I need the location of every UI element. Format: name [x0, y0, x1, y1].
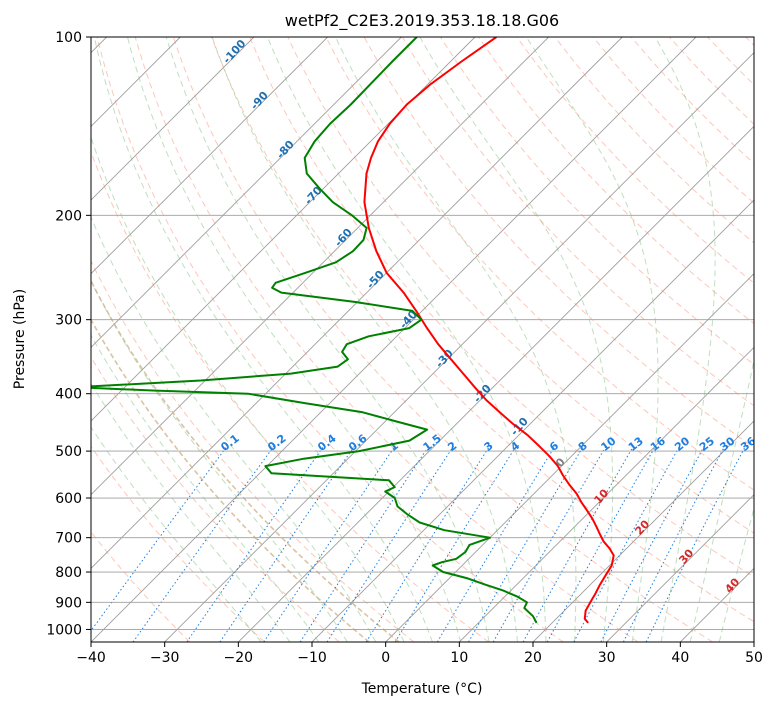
ccl-adiabat	[91, 279, 400, 642]
isotherm-line	[91, 37, 255, 201]
moist-adiabat	[654, 37, 716, 642]
dry-adiabat	[287, 37, 754, 534]
sounding-series	[91, 37, 615, 624]
isotherm-line	[91, 37, 328, 275]
moist-adiabat	[93, 37, 433, 642]
mixing-ratio-line	[645, 445, 747, 642]
y-tick-label: 800	[55, 565, 82, 581]
moist-adiabat	[91, 382, 291, 642]
mixing-ratio-line	[326, 445, 455, 642]
isotherm-line	[91, 37, 697, 642]
x-tick-label: −10	[297, 650, 327, 666]
chart-title: wetPf2_C2E3.2019.353.18.18.G06	[285, 11, 559, 31]
isotherm-line	[91, 37, 623, 569]
plot-background	[91, 37, 754, 642]
x-tick-label: 10	[450, 650, 468, 666]
isotherm-line	[164, 52, 754, 642]
moist-adiabat	[689, 358, 754, 642]
moist-adiabat	[165, 37, 490, 642]
y-tick-label: 100	[55, 30, 82, 46]
dry-adiabat	[516, 37, 754, 284]
y-tick-label: 300	[55, 313, 82, 329]
mixing-ratio-line	[622, 445, 726, 642]
plot-frame	[90, 36, 755, 643]
mixing-ratio-line	[546, 445, 657, 642]
isotherm-line	[311, 199, 754, 642]
y-axis-label: Pressure (hPa)	[12, 289, 28, 389]
temperature-profile	[363, 37, 615, 624]
isotherm-line	[606, 494, 754, 642]
mixing-ratio-line	[263, 445, 396, 642]
x-tick-label: −30	[150, 650, 180, 666]
isotherm-line	[532, 420, 754, 642]
moist-adiabat	[91, 135, 405, 642]
isotherm-line	[238, 125, 754, 642]
mixing-ratio-line	[219, 445, 356, 642]
dry-adiabat	[96, 37, 564, 642]
x-tick-label: 40	[671, 650, 689, 666]
y-tick-label: 500	[55, 444, 82, 460]
isotherm-line	[753, 641, 754, 642]
moist-adiabat	[127, 37, 462, 642]
x-axis-label: Temperature (°C)	[361, 681, 483, 697]
x-tick-label: 0	[381, 650, 390, 666]
mixing-ratio-line	[468, 445, 585, 642]
moist-adiabat	[91, 334, 320, 642]
y-tick-label: 1000	[46, 622, 82, 638]
dry-adiabat	[325, 37, 754, 491]
isotherm-line	[459, 346, 754, 642]
x-tick-label: 50	[745, 650, 763, 666]
x-tick-label: 20	[524, 650, 542, 666]
isotherm-line	[91, 37, 476, 422]
mixing-ratio-line	[436, 445, 556, 642]
x-tick-label: −20	[224, 650, 254, 666]
dry-adiabat	[91, 259, 415, 642]
mixing-ratio-line	[522, 445, 634, 642]
dewpoint-profile	[91, 37, 538, 624]
moist-adiabat	[419, 37, 614, 642]
y-tick-label: 700	[55, 531, 82, 547]
y-tick-label: 900	[55, 595, 82, 611]
mixing-ratio-line	[132, 445, 275, 642]
mixing-ratio-line	[365, 445, 491, 642]
moist-adiabat	[91, 426, 262, 642]
isotherm-line	[91, 37, 549, 496]
mixing-ratio-line	[186, 445, 325, 642]
isotherm-lines	[91, 37, 754, 642]
y-tick-label: 200	[55, 208, 82, 224]
y-tick-label: 600	[55, 491, 82, 507]
dry-adiabat-lines	[91, 37, 754, 642]
dry-adiabat	[172, 37, 713, 642]
dry-adiabat	[211, 37, 754, 623]
moist-adiabat	[718, 506, 754, 642]
x-axis-ticks: −40 −30 −20 −10 0 10 20 30 40 50	[76, 642, 763, 666]
isotherm-line	[91, 37, 402, 348]
dry-adiabat	[91, 356, 340, 642]
y-tick-label: 400	[55, 387, 82, 403]
ccl-adiabat	[91, 318, 370, 642]
dry-adiabat	[91, 445, 265, 642]
moist-adiabat	[211, 37, 518, 642]
y-axis-ticks: 100 200 300 400 500 600 700 800 900 1000	[46, 30, 91, 638]
moist-adiabat	[525, 37, 659, 642]
moist-adiabat	[267, 37, 547, 642]
moist-adiabat	[91, 215, 377, 642]
isotherm-line	[385, 273, 754, 642]
dry-adiabat	[249, 37, 754, 578]
x-tick-label: −40	[76, 650, 106, 666]
mixing-ratio-line	[299, 445, 430, 642]
x-tick-label: 30	[598, 650, 616, 666]
